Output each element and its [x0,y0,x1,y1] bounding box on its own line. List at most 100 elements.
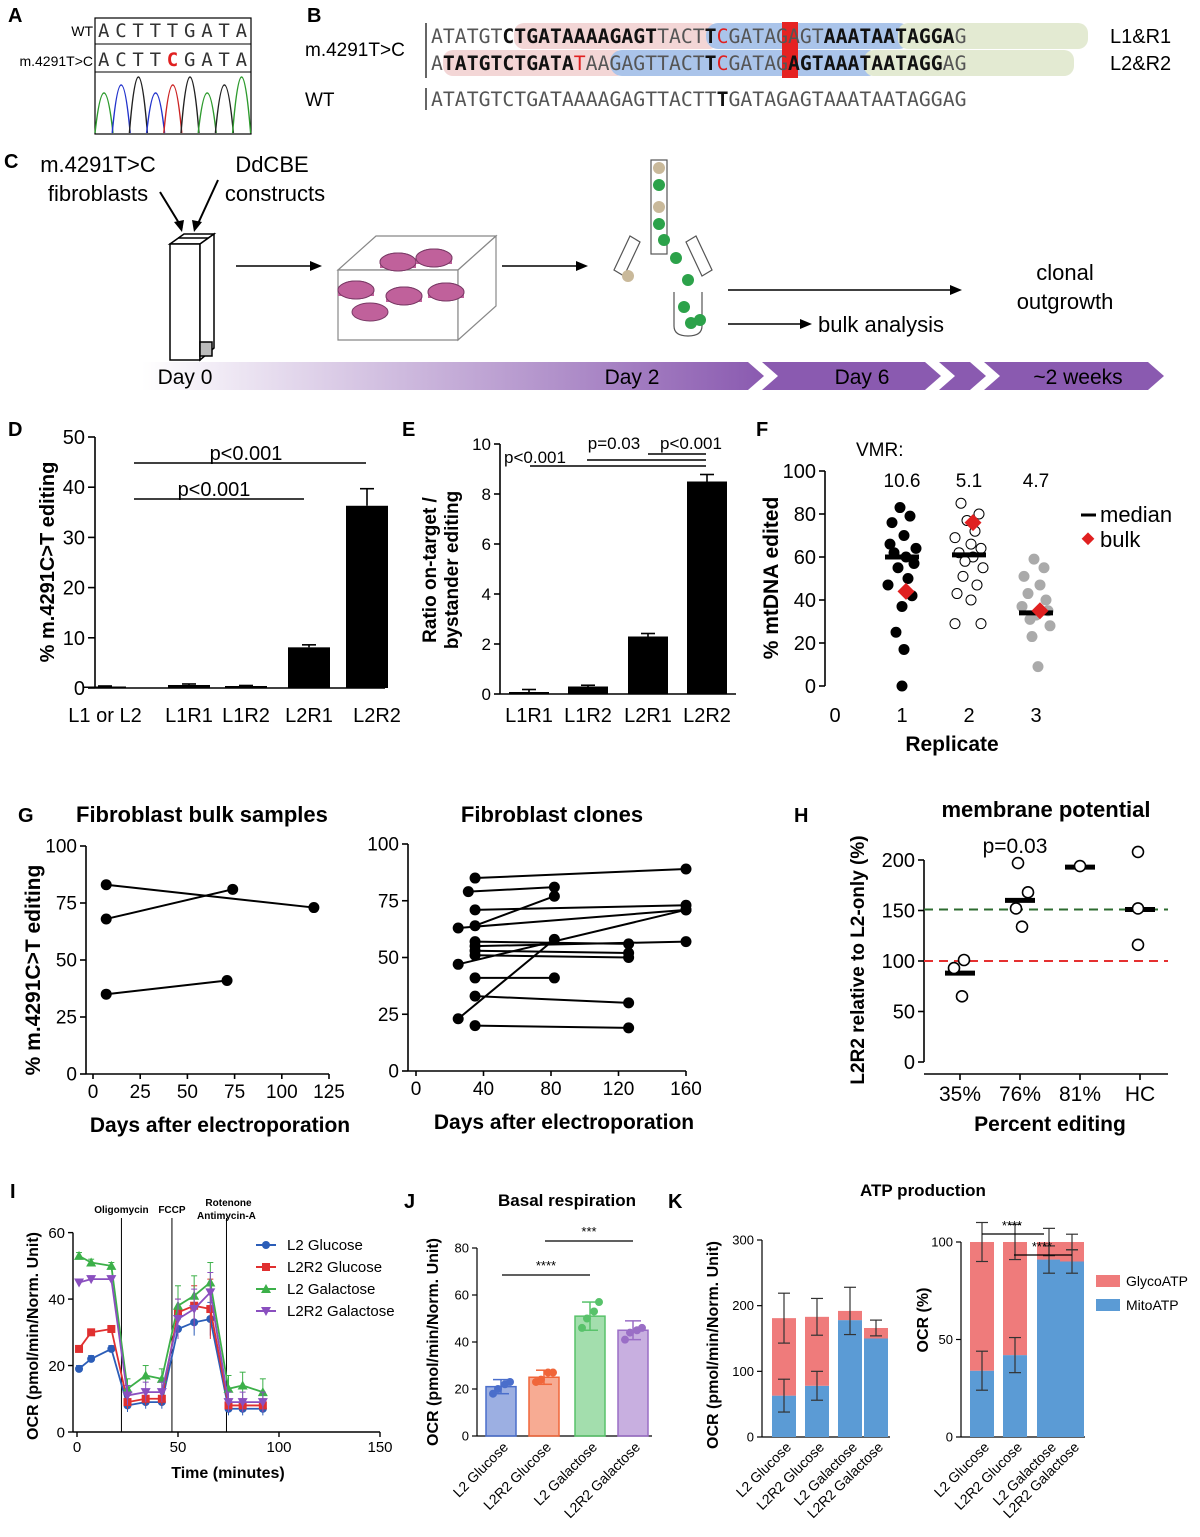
clone-point [971,579,983,591]
replicate-point [621,1335,629,1344]
vmr-title: VMR: [856,440,904,461]
significance-label: p<0.001 [660,434,722,453]
clone-point [548,972,560,984]
y-tick-label: 0 [57,1424,65,1441]
x-category-label: L1 or L2 [68,705,141,727]
x-tick-label: 160 [670,1079,702,1100]
y-tick-label: 0 [462,1429,469,1444]
sequence-segment: T [574,52,586,75]
clone-point [957,570,969,582]
x-tick-label: 1 [896,705,907,727]
sequence-base: C [115,20,126,42]
x-tick-label: 0 [829,705,840,727]
replicate-point [578,1323,586,1332]
clone-point [910,542,922,554]
y-tick-label: 75 [378,891,399,912]
clone-point [469,904,481,916]
series-marker [86,1257,97,1267]
clone-point [955,497,967,509]
sequence-segment: TATGTCTGATA [443,52,574,75]
sample-point [100,879,112,891]
replicate-point [583,1314,591,1323]
y-tick-label: 50 [378,948,399,969]
sample-point [221,975,233,987]
significance-label: **** [1032,1239,1052,1254]
y-tick-label: 25 [56,1008,77,1029]
legend-bulk-swatch [1081,532,1095,546]
bar [628,636,668,694]
binding-site-highlights [443,22,1088,78]
x-category-label: L1R1 [165,705,213,727]
chromatogram-peak [94,92,114,134]
significance-label: p<0.001 [504,448,566,467]
legend-label: GlycoATP [1126,1273,1188,1289]
significance-label: p<0.001 [210,443,283,465]
x-tick-label: 0 [411,1079,422,1100]
clone-point [882,579,894,591]
series-marker [86,1275,97,1285]
panel-label-h: H [794,805,808,827]
clone-point [975,618,987,630]
sample-line [105,888,233,920]
sequence-base: A [236,20,248,42]
target-base-highlight [782,22,798,78]
panel-b: B m.4291T>C WT ATATGT CTGATAAAAGAGT TACT T C… [305,5,1171,111]
clone-point [902,573,914,584]
replicate-point [537,1375,545,1384]
y-tick-label: 50 [893,1002,915,1024]
injection-label: Antimycin-A [197,1211,256,1222]
y-tick-label: 100 [45,837,77,858]
clone-point [1032,661,1044,673]
input-cells-line2: fibroblasts [48,181,148,206]
seq-label-mutant-b: m.4291T>C [305,40,405,61]
input-constructs-line2: constructs [225,181,325,206]
clone-point [904,510,916,522]
sequence-base: T [132,49,143,71]
y-tick-label: 0 [74,678,85,700]
clone-point [973,508,985,520]
y-axis-title: % m.4291C>T editing [37,462,59,663]
injection-label: FCCP [158,1205,186,1216]
x-tick-label: 50 [177,1082,198,1103]
clone-point [951,588,963,600]
sequence-base: T [167,20,178,42]
clone-point [462,886,474,898]
replicate-point [494,1385,502,1393]
series-marker [205,1288,216,1298]
bulk-marker [1031,602,1049,620]
clone-point [898,530,910,541]
x-axis-title: Replicate [905,733,998,756]
seq-label-wt: WT [71,23,93,39]
pair-label-2: L2&R2 [1110,53,1171,75]
bar [509,692,549,694]
culture-well-top [415,248,453,268]
data-point [1011,856,1025,870]
x-category-label: L1R1 [505,705,553,727]
data-point [1015,920,1029,933]
chart-title: ATP production [860,1181,986,1200]
significance-label: **** [536,1258,556,1273]
data-point [1131,938,1145,952]
x-tick-label: 80 [540,1079,561,1100]
y-tick-label: 300 [732,1233,754,1248]
sequence-base: T [150,49,161,71]
replicate-point [595,1298,603,1307]
clone-point [469,1020,481,1032]
sequence-segment: TACT [657,25,705,48]
x-category-label: 76% [999,1083,1041,1106]
series-marker [74,1278,85,1288]
vmr-value: 5.1 [956,471,982,492]
y-axis-title: OCR (%) [915,1288,932,1353]
sequence-segment: AAATAATAGGA [824,25,955,48]
bulk-marker [964,514,982,532]
data-point [1131,902,1145,915]
clone-point [680,904,692,916]
y-tick-label: 50 [63,427,85,449]
y-axis-title: OCR (pmol/min/Norm. Unit) [705,1241,722,1449]
sequence-segment: G [955,25,967,48]
clone-point [1018,570,1030,582]
clone-point [892,562,904,574]
sequence-segment: GATAGAGT [729,25,824,48]
chart-title: Basal respiration [498,1191,636,1210]
